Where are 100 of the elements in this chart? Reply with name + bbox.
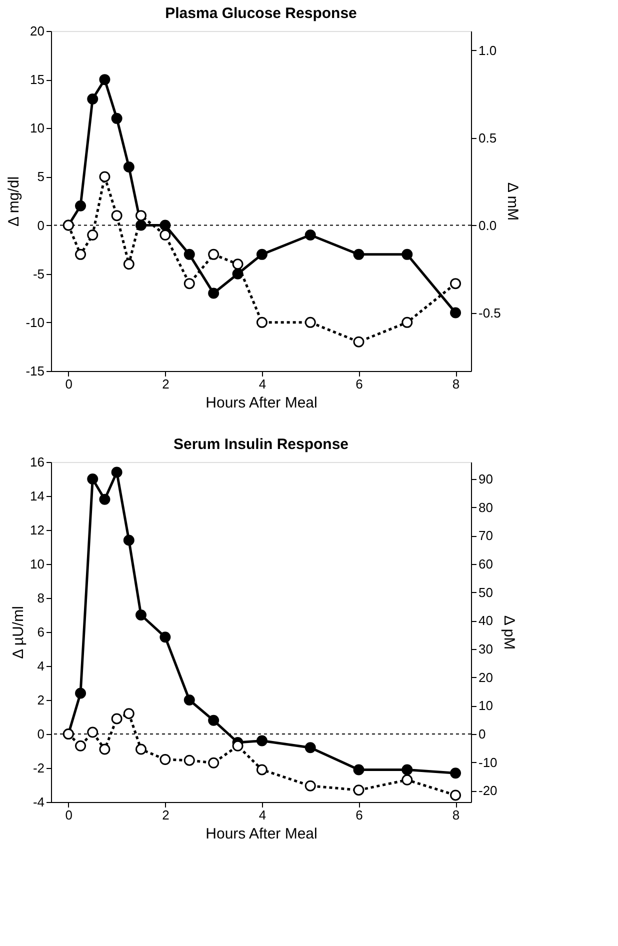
point — [87, 230, 98, 240]
x-tick-label: 2 — [162, 808, 170, 822]
point — [160, 632, 171, 643]
point — [160, 230, 171, 240]
point — [160, 220, 171, 231]
point — [304, 316, 316, 328]
x-tick-label: 6 — [356, 808, 363, 822]
y2-tick-label: 1.0 — [478, 42, 497, 58]
y2-tick-label: 40 — [478, 613, 493, 628]
point — [450, 307, 462, 318]
y-tick-label: -15 — [26, 364, 44, 378]
x-axis-title: Hours After Meal — [206, 394, 318, 412]
point — [208, 248, 220, 260]
y-tick-label: 6 — [37, 624, 44, 640]
x-tick-label: 0 — [65, 376, 73, 392]
y-tick-label: -4 — [32, 794, 44, 810]
y-tick-label: 16 — [30, 454, 44, 470]
y-axis-title: Δ µU/ml — [10, 606, 28, 659]
point — [75, 200, 86, 212]
point — [353, 248, 364, 260]
y2-axis-title: Δ pM — [500, 615, 518, 650]
point — [75, 248, 86, 260]
x-tick-label: 8 — [452, 808, 460, 822]
point — [304, 230, 316, 240]
point — [136, 220, 146, 231]
point — [111, 210, 122, 222]
point — [99, 494, 110, 505]
y-tick-label: 5 — [37, 169, 44, 184]
y-tick-label: 2 — [37, 692, 44, 708]
point — [123, 258, 134, 270]
y-tick-label: 12 — [30, 522, 44, 538]
point — [184, 278, 195, 290]
y2-tick-label: 0.0 — [478, 218, 497, 233]
y-axis-title: Δ mg/dl — [6, 176, 23, 227]
point — [402, 774, 413, 786]
y2-tick-label: 30 — [478, 642, 493, 656]
x-tick-label: 0 — [65, 808, 73, 822]
y-tick-label: 10 — [30, 556, 44, 572]
point — [123, 162, 134, 172]
point — [256, 316, 268, 328]
y2-tick-label: 90 — [478, 472, 493, 486]
y2-tick-label: -10 — [478, 754, 498, 770]
point — [232, 258, 244, 270]
y-tick-label: 8 — [37, 590, 44, 606]
point — [402, 316, 413, 328]
point — [256, 248, 268, 260]
point — [111, 466, 122, 478]
y-tick-label: 15 — [30, 72, 44, 88]
point — [304, 780, 316, 792]
y2-tick-label: 70 — [478, 528, 493, 544]
y2-tick-label: 80 — [478, 500, 493, 515]
chart-title: Plasma Glucose Response — [165, 5, 357, 22]
point — [136, 610, 146, 620]
point — [402, 764, 413, 776]
point — [87, 94, 98, 104]
x-tick-label: 8 — [452, 376, 460, 392]
point — [111, 713, 122, 724]
point — [99, 171, 110, 182]
point — [123, 534, 134, 546]
point — [232, 740, 244, 752]
point — [111, 112, 122, 124]
point — [75, 688, 86, 699]
y2-tick-label: -0.5 — [478, 305, 501, 320]
x-tick-label: 2 — [162, 376, 170, 392]
point — [99, 744, 110, 755]
y-tick-label: 10 — [30, 120, 44, 136]
y2-tick-label: -20 — [478, 783, 498, 798]
point — [184, 694, 195, 706]
point — [402, 248, 413, 260]
point — [184, 248, 195, 260]
point — [87, 474, 98, 484]
point — [208, 757, 220, 768]
point — [256, 735, 268, 746]
x-tick-label: 6 — [356, 376, 363, 392]
y-tick-label: -2 — [32, 760, 44, 776]
point — [450, 278, 462, 290]
y-tick-label: 14 — [30, 488, 44, 504]
point — [136, 744, 146, 755]
y-tick-label: 4 — [37, 658, 44, 674]
point — [450, 790, 462, 801]
point — [304, 742, 316, 754]
point — [232, 268, 244, 280]
y-tick-label: 20 — [30, 24, 44, 38]
point — [256, 764, 268, 776]
point — [353, 764, 364, 776]
point — [353, 784, 364, 796]
y2-tick-label: 0.5 — [478, 130, 497, 146]
y2-tick-label: 0 — [478, 726, 486, 742]
y2-tick-label: 50 — [478, 584, 493, 600]
x-tick-label: 4 — [258, 808, 266, 822]
y2-axis-title: Δ mM — [504, 182, 521, 221]
y-tick-label: 0 — [37, 218, 44, 233]
point — [450, 768, 462, 779]
y-tick-label: -10 — [26, 314, 44, 330]
y2-tick-label: 20 — [478, 670, 493, 685]
y-tick-label: 0 — [37, 726, 44, 742]
point — [75, 740, 86, 752]
point — [208, 288, 220, 299]
point — [160, 754, 171, 765]
x-axis-title: Hours After Meal — [206, 826, 318, 842]
